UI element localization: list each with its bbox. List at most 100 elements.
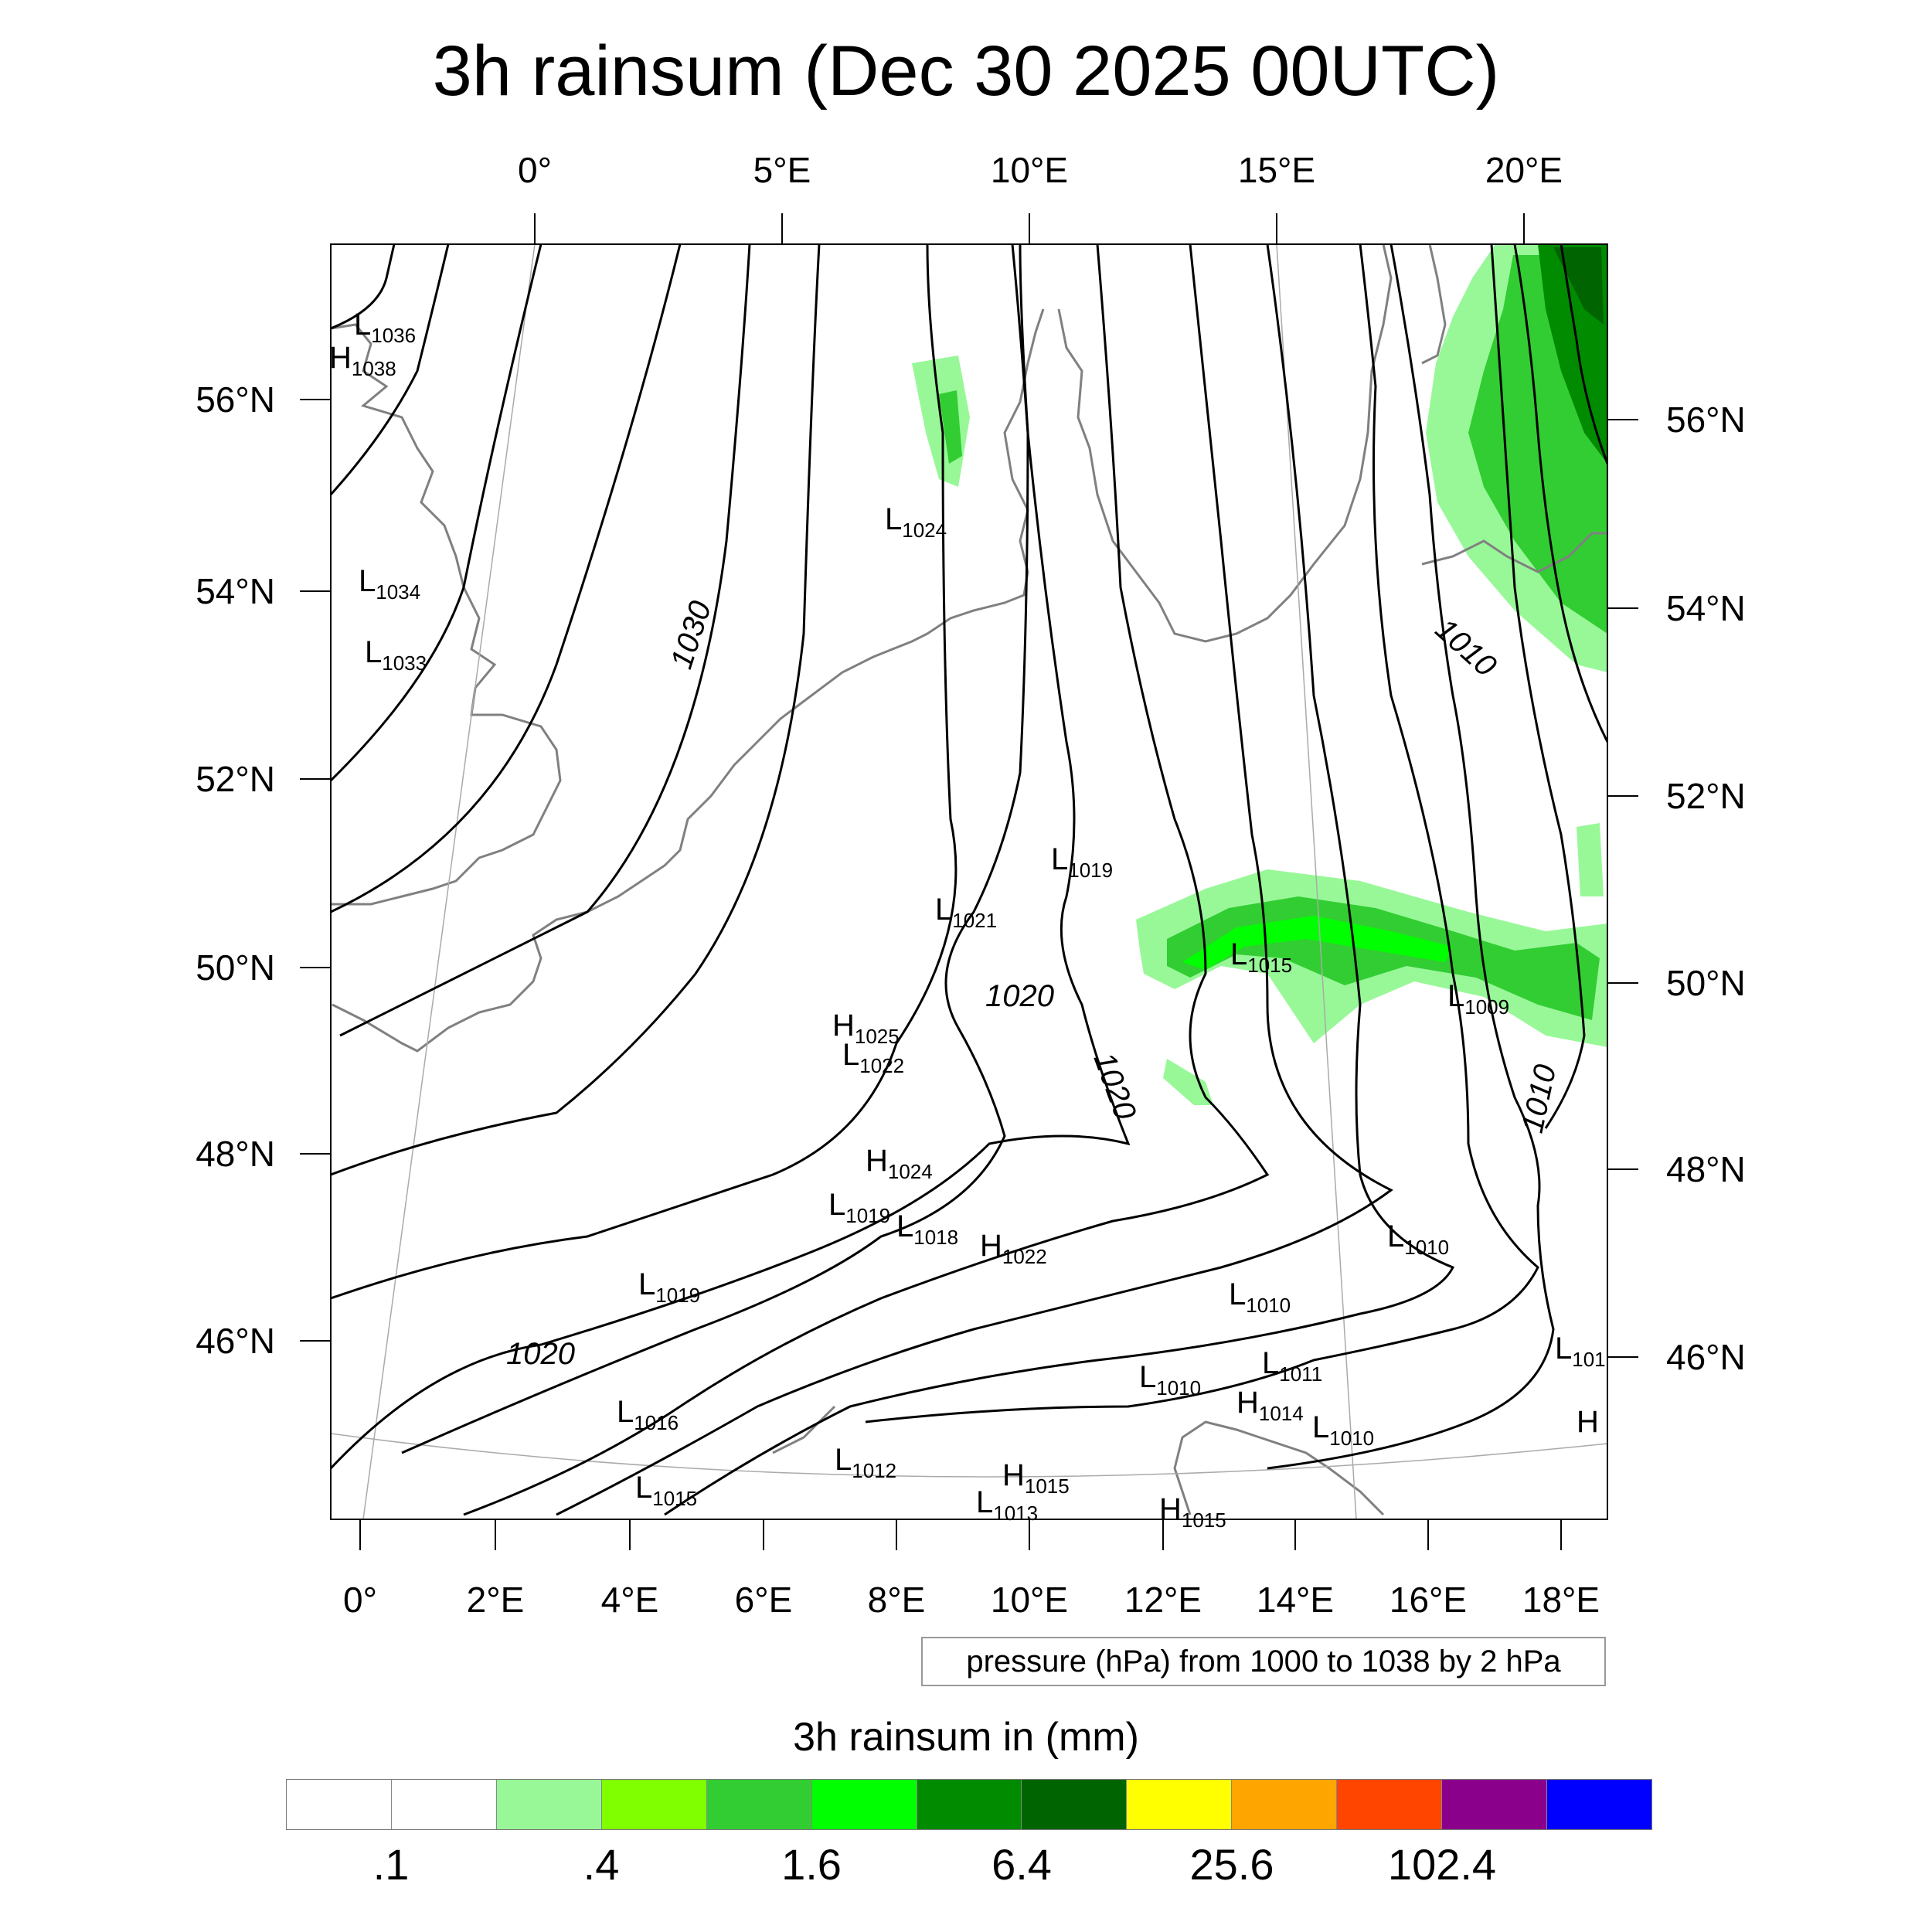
svg-text:H1014: H1014 xyxy=(1236,1386,1304,1425)
pressure-center: L1010 xyxy=(1139,1360,1201,1400)
pressure-center: L1013 xyxy=(976,1485,1038,1525)
coastline-britain xyxy=(331,323,562,906)
pressure-center: H1014 xyxy=(1236,1386,1304,1425)
svg-text:L1016: L1016 xyxy=(617,1395,679,1434)
rain-area-south xyxy=(1163,1059,1213,1105)
colorbar-swatch xyxy=(1337,1780,1443,1829)
rain-area-east xyxy=(1577,823,1604,896)
pressure-center: L1010 xyxy=(1312,1410,1374,1450)
svg-text:H1024: H1024 xyxy=(866,1144,933,1183)
meridian-15e xyxy=(1276,244,1357,1519)
pressure-center: L1018 xyxy=(896,1209,958,1249)
axis-ticks xyxy=(300,213,1638,1550)
isobar-1032 xyxy=(331,244,543,782)
bottom-tick-label: 12°E xyxy=(1124,1580,1202,1620)
colorbar-swatch xyxy=(287,1780,392,1829)
isobar-1006 xyxy=(1513,244,1607,743)
right-tick-label: 52°N xyxy=(1666,776,1746,816)
pressure-center: L1011 xyxy=(1262,1346,1322,1386)
bottom-tick-label: 14°E xyxy=(1257,1580,1334,1620)
colorbar-label: 1.6 xyxy=(781,1840,842,1889)
top-tick-label: 10°E xyxy=(991,150,1068,190)
top-axis-labels: 0° 5°E 10°E 15°E 20°E xyxy=(518,150,1563,190)
svg-text:L1036: L1036 xyxy=(354,308,416,347)
colorbar-swatch xyxy=(1442,1780,1548,1829)
bottom-tick-label: 2°E xyxy=(467,1580,525,1620)
pressure-center: L101 xyxy=(1555,1332,1606,1371)
colorbar-swatch xyxy=(706,1780,812,1829)
coastline-adriatic xyxy=(1173,1420,1385,1516)
isobar-1010 xyxy=(1267,244,1555,1470)
isobar-1030 xyxy=(331,244,682,913)
colorbar-label: .1 xyxy=(372,1840,410,1889)
map-frame xyxy=(330,243,1608,1520)
coastlines xyxy=(331,244,1607,1516)
svg-text:L1009: L1009 xyxy=(1447,979,1509,1019)
isobar-1018 xyxy=(463,244,1270,1516)
right-tick-label: 56°N xyxy=(1666,400,1746,440)
isobar-1012 xyxy=(865,244,1539,1423)
colorbar-swatch xyxy=(917,1780,1022,1829)
svg-text:L1019: L1019 xyxy=(638,1267,700,1307)
svg-text:L1010: L1010 xyxy=(1387,1219,1449,1259)
colorbar-swatch xyxy=(391,1780,497,1829)
svg-text:H1015: H1015 xyxy=(1002,1458,1070,1498)
bottom-tick-label: 16°E xyxy=(1389,1580,1467,1620)
isobar-1016 xyxy=(556,244,1393,1516)
map-background xyxy=(331,244,1607,1519)
svg-text:H1015: H1015 xyxy=(1159,1492,1226,1532)
svg-text:H1038: H1038 xyxy=(329,341,396,380)
left-tick-label: 46°N xyxy=(196,1321,275,1361)
pressure-center: L1019 xyxy=(638,1267,700,1307)
colorbar-swatch xyxy=(1547,1780,1651,1829)
pressure-center: L1019 xyxy=(1051,842,1113,882)
colorbar-swatch xyxy=(496,1780,602,1829)
svg-text:L1010: L1010 xyxy=(1139,1360,1201,1400)
pressure-center: H1038 xyxy=(329,341,396,380)
svg-text:H1022: H1022 xyxy=(980,1229,1047,1268)
pressure-center: H xyxy=(1577,1405,1599,1439)
bottom-tick-label: 4°E xyxy=(601,1580,659,1620)
right-tick-label: 48°N xyxy=(1666,1149,1746,1189)
colorbar-label: 6.4 xyxy=(992,1840,1052,1889)
coastline-sweden xyxy=(1421,244,1447,365)
left-tick-label: 52°N xyxy=(196,759,275,799)
svg-text:L1024: L1024 xyxy=(885,502,947,542)
left-tick-label: 56°N xyxy=(196,379,275,420)
svg-text:L1015: L1015 xyxy=(635,1471,697,1510)
pressure-center: H1024 xyxy=(866,1144,933,1183)
svg-text:L1018: L1018 xyxy=(896,1209,958,1249)
pressure-center: L1016 xyxy=(617,1395,679,1434)
svg-text:L1034: L1034 xyxy=(359,564,420,604)
colorbar-swatch xyxy=(811,1780,917,1829)
svg-text:L1019: L1019 xyxy=(828,1188,890,1227)
pressure-center: L1010 xyxy=(1229,1277,1291,1317)
colorbar-label: .4 xyxy=(583,1840,620,1889)
bottom-tick-label: 0° xyxy=(343,1580,377,1620)
pressure-center: L1019 xyxy=(828,1188,890,1227)
isobars xyxy=(331,244,1607,1516)
pressure-center: L1022 xyxy=(842,1038,904,1077)
isobar-1004 xyxy=(1560,244,1607,464)
pressure-center: L1021 xyxy=(935,893,997,932)
colorbar-swatch xyxy=(1022,1780,1128,1829)
chart-title: 3h rainsum (Dec 30 2025 00UTC) xyxy=(432,32,1500,111)
coastline-ligurian xyxy=(772,1405,836,1454)
bottom-axis-labels: 0° 2°E 4°E 6°E 8°E 10°E 12°E 14°E 16°E 1… xyxy=(343,1580,1600,1620)
pressure-center: H1015 xyxy=(1002,1458,1070,1498)
top-tick-label: 0° xyxy=(518,150,552,190)
graticule xyxy=(331,244,1607,1519)
svg-text:L1015: L1015 xyxy=(1230,937,1292,977)
isobar-1024 xyxy=(331,244,957,1300)
bottom-tick-label: 6°E xyxy=(735,1580,793,1620)
svg-text:L1011: L1011 xyxy=(1262,1346,1322,1386)
svg-text:L1019: L1019 xyxy=(1051,842,1113,882)
top-tick-label: 20°E xyxy=(1485,150,1563,190)
svg-text:L1010: L1010 xyxy=(1229,1277,1291,1317)
pressure-center: H1025 xyxy=(832,1009,900,1048)
pressure-center: L1010 xyxy=(1387,1219,1449,1259)
contour-info-box: pressure (hPa) from 1000 to 1038 by 2 hP… xyxy=(921,1637,1606,1686)
svg-text:L1021: L1021 xyxy=(935,893,997,932)
contour-label: 1020 xyxy=(506,1337,575,1371)
